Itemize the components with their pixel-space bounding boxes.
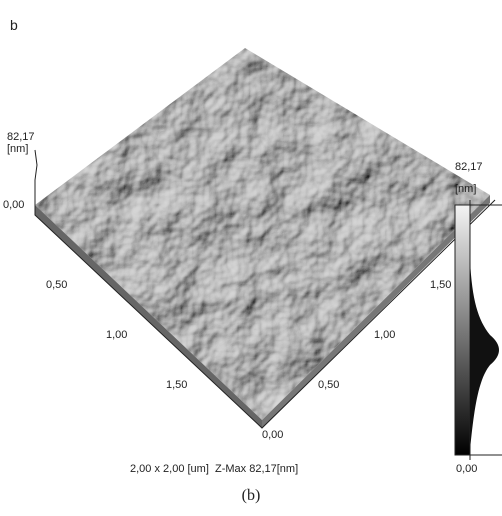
x-tick-label: 0,50 bbox=[46, 279, 67, 291]
figure: b 82,17 [nm] 0,00 0,50 1,00 1,50 0,00 0,… bbox=[0, 0, 502, 516]
colorbar-max: 82,17 bbox=[455, 161, 483, 173]
afm-surface bbox=[35, 48, 490, 420]
scan-info: 2,00 x 2,00 [um] Z-Max 82,17[nm] bbox=[130, 463, 298, 475]
z-unit: [nm] bbox=[7, 143, 28, 155]
z-min: 0,00 bbox=[3, 199, 24, 211]
y-tick-label: 0,00 bbox=[262, 429, 283, 441]
colorbar-unit: [nm] bbox=[455, 183, 476, 195]
y-tick-label: 1,50 bbox=[430, 279, 451, 291]
height-histogram bbox=[470, 260, 499, 450]
y-tick-label: 0,50 bbox=[318, 379, 339, 391]
color-bar bbox=[455, 205, 470, 455]
x-tick-label: 1,50 bbox=[166, 379, 187, 391]
colorbar-min: 0,00 bbox=[456, 463, 477, 475]
z-max: 82,17 bbox=[7, 131, 35, 143]
caption: (b) bbox=[242, 487, 261, 504]
panel-label: b bbox=[10, 17, 18, 33]
y-tick-label: 1,00 bbox=[374, 329, 395, 341]
x-tick-label: 1,00 bbox=[106, 329, 127, 341]
